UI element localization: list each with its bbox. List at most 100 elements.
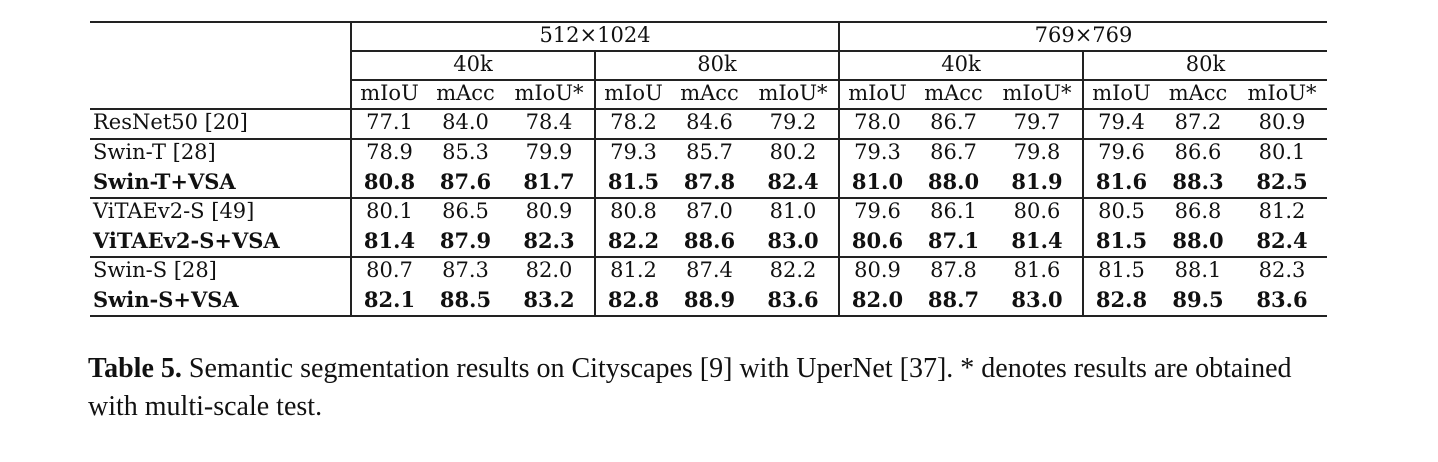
table-cell: 80.6 bbox=[851, 228, 904, 253]
header-metric: mAcc bbox=[680, 81, 739, 105]
table-cell: 82.5 bbox=[1256, 169, 1308, 194]
table-cell: 79.7 bbox=[1013, 110, 1061, 134]
table-cell: 81.4 bbox=[363, 228, 416, 253]
table-cell: 86.6 bbox=[1174, 140, 1222, 164]
method-name: Swin-T+VSA bbox=[93, 169, 236, 194]
method-column-divider bbox=[350, 21, 352, 316]
table-cell: 81.4 bbox=[1011, 228, 1063, 253]
iteration-divider bbox=[1082, 50, 1084, 316]
method-name: Swin-S+VSA bbox=[93, 287, 239, 312]
method-name: Swin-S [28] bbox=[93, 258, 217, 282]
table-cell: 81.9 bbox=[1011, 169, 1063, 194]
header-metric: mIoU bbox=[1092, 81, 1151, 105]
table-cell: 88.3 bbox=[1172, 169, 1224, 194]
table-cell: 83.6 bbox=[1256, 287, 1308, 312]
table-cell: 88.5 bbox=[439, 287, 492, 312]
table-cell: 83.0 bbox=[767, 228, 819, 253]
header-resolution: 512×1024 bbox=[539, 23, 651, 47]
table-cell: 82.3 bbox=[523, 228, 575, 253]
header-metric: mAcc bbox=[924, 81, 983, 105]
header-metric: mIoU bbox=[604, 81, 663, 105]
bottom-rule bbox=[90, 315, 1327, 317]
table-cell: 87.2 bbox=[1174, 110, 1222, 134]
header-iterations: 80k bbox=[697, 52, 737, 76]
table-cell: 88.6 bbox=[683, 228, 736, 253]
table-cell: 81.6 bbox=[1095, 169, 1148, 194]
table-cell: 80.9 bbox=[854, 258, 901, 282]
header-metric: mAcc bbox=[1168, 81, 1228, 105]
caption-label: Table 5. bbox=[88, 353, 182, 384]
table-cell: 85.7 bbox=[686, 140, 733, 164]
table-cell: 79.6 bbox=[1098, 140, 1145, 164]
table-cell: 84.6 bbox=[686, 110, 733, 134]
table-cell: 81.5 bbox=[607, 169, 660, 194]
table-cell: 87.3 bbox=[442, 258, 489, 282]
table-cell: 83.2 bbox=[523, 287, 575, 312]
table-cell: 81.2 bbox=[610, 258, 657, 282]
table-cell: 77.1 bbox=[366, 110, 413, 134]
table-cell: 87.4 bbox=[686, 258, 733, 282]
table-cell: 80.1 bbox=[1258, 140, 1306, 164]
table-cell: 82.1 bbox=[363, 287, 416, 312]
group-rule bbox=[90, 256, 1327, 258]
header-metric: mIoU bbox=[848, 81, 907, 105]
table-cell: 81.7 bbox=[523, 169, 575, 194]
header-metric: mAcc bbox=[436, 81, 495, 105]
table-cell: 81.5 bbox=[1098, 258, 1145, 282]
table-cell: 80.9 bbox=[525, 199, 573, 223]
table-cell: 79.4 bbox=[1098, 110, 1145, 134]
table-cell: 81.0 bbox=[769, 199, 817, 223]
table-cell: 88.1 bbox=[1174, 258, 1222, 282]
table-cell: 88.9 bbox=[683, 287, 736, 312]
table-cell: 80.5 bbox=[1098, 199, 1145, 223]
table-cell: 82.8 bbox=[607, 287, 660, 312]
table-cell: 87.9 bbox=[439, 228, 492, 253]
table-cell: 85.3 bbox=[442, 140, 489, 164]
header-rule bbox=[90, 108, 1327, 110]
table-cell: 78.9 bbox=[366, 140, 413, 164]
table-cell: 81.5 bbox=[1095, 228, 1148, 253]
table-cell: 86.8 bbox=[1174, 199, 1222, 223]
method-name: ResNet50 [20] bbox=[93, 110, 248, 134]
header-iterations: 40k bbox=[453, 52, 493, 76]
header-iterations: 80k bbox=[1185, 52, 1226, 76]
group-rule bbox=[90, 197, 1327, 199]
iteration-divider bbox=[594, 50, 596, 316]
table-cell: 80.9 bbox=[1258, 110, 1306, 134]
table-cell: 81.6 bbox=[1013, 258, 1061, 282]
group-rule bbox=[90, 138, 1327, 140]
table-cell: 81.0 bbox=[851, 169, 904, 194]
resolution-divider bbox=[838, 21, 840, 316]
table-cell: 82.0 bbox=[525, 258, 573, 282]
table-cell: 86.5 bbox=[442, 199, 489, 223]
table-cell: 78.0 bbox=[854, 110, 901, 134]
table-cell: 80.8 bbox=[610, 199, 657, 223]
header-metric: mIoU* bbox=[758, 81, 828, 105]
table-cell: 87.8 bbox=[683, 169, 736, 194]
table-cell: 79.9 bbox=[525, 140, 573, 164]
table-cell: 88.0 bbox=[1172, 228, 1224, 253]
table-cell: 82.3 bbox=[1258, 258, 1306, 282]
header-metric: mIoU bbox=[360, 81, 419, 105]
table-cell: 82.8 bbox=[1095, 287, 1148, 312]
caption-text: Semantic segmentation results on Citysca… bbox=[88, 353, 1292, 422]
method-name: ViTAEv2-S [49] bbox=[93, 199, 255, 223]
table-cell: 80.1 bbox=[366, 199, 413, 223]
table-cell: 78.2 bbox=[610, 110, 657, 134]
table-cell: 87.0 bbox=[686, 199, 733, 223]
table-cell: 82.0 bbox=[851, 287, 904, 312]
table-cell: 84.0 bbox=[442, 110, 489, 134]
table-cell: 79.2 bbox=[769, 110, 817, 134]
table-cell: 88.7 bbox=[927, 287, 980, 312]
table-cell: 79.6 bbox=[854, 199, 901, 223]
table-caption: Table 5. Semantic segmentation results o… bbox=[88, 350, 1348, 426]
table-cell: 89.5 bbox=[1172, 287, 1224, 312]
top-rule bbox=[90, 21, 1327, 23]
header-metric: mIoU* bbox=[514, 81, 584, 105]
table-cell: 79.8 bbox=[1013, 140, 1061, 164]
table-cell: 80.8 bbox=[363, 169, 416, 194]
table-cell: 87.6 bbox=[439, 169, 492, 194]
header-resolution: 769×769 bbox=[1034, 23, 1133, 47]
table-cell: 86.1 bbox=[930, 199, 977, 223]
table-cell: 82.2 bbox=[769, 258, 817, 282]
